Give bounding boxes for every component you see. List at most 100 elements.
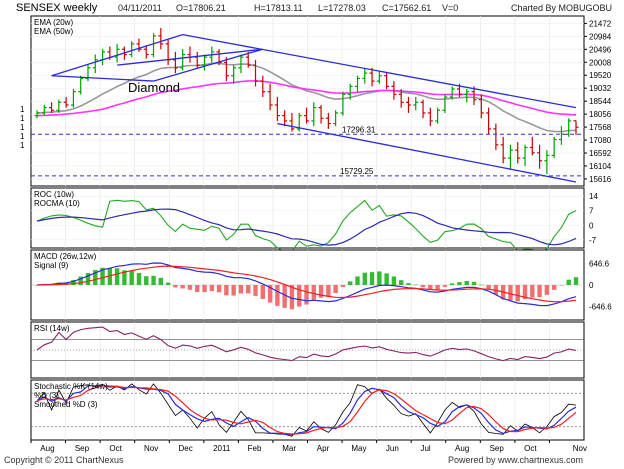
legend-stochastic-d: %D (3) [34,391,59,400]
macd-axis-label: 646.6 [589,260,610,269]
ema-20-line [36,62,577,133]
left-axis-label: 1 [20,141,25,150]
left-axis-label: 1 [20,114,25,123]
price-axis-label: 20984 [589,32,612,41]
macd-histogram-bar [515,285,520,302]
x-axis-label: Sep [75,444,90,453]
macd-histogram-bar [442,285,448,287]
macd-histogram-bar [559,285,564,286]
macd-histogram-bar [551,285,557,290]
header-close: C=17562.61 [382,3,431,13]
left-axis-label: 1 [20,123,25,132]
macd-histogram-bar [246,285,251,294]
price-axis-label: 16592 [589,149,612,158]
signal-line [36,265,577,303]
x-axis-label: Sep [490,444,505,453]
macd-axis-label: -646.6 [589,302,612,311]
macd-histogram-bar [435,285,440,290]
macd-histogram-bar [406,283,411,285]
legend-signal: Signal (9) [34,261,69,270]
support-level-label: 17296.31 [342,125,376,134]
macd-histogram-bar [508,285,513,301]
macd-histogram-bar [348,281,353,285]
rsi-line [36,326,577,362]
macd-histogram-bar [100,267,105,285]
macd-histogram-bar [420,285,426,288]
header-volume: V=0 [442,3,458,13]
macd-histogram-bar [238,285,244,294]
x-axis-label: Nov [573,444,587,453]
x-axis-label: Aug [455,444,469,453]
macd-histogram-bar [158,277,164,285]
macd-histogram-bar [355,276,360,285]
x-axis-label: Apr [317,444,330,453]
macd-histogram-bar [260,285,265,299]
left-axis-label: 1 [20,105,25,114]
roc-axis-label: 0 [589,221,594,230]
macd-histogram-bar [566,279,571,285]
ema-50-line [36,80,577,117]
macd-histogram-bar [486,285,491,290]
trend-line [153,48,263,82]
footer-powered-by: Powered by www.chartnexus.com [448,455,583,465]
footer-copyright: Copyright © 2011 ChartNexus [4,455,124,465]
macd-histogram-bar [318,285,324,298]
roc-axis-label: 14 [589,192,598,201]
legend-roc: ROC (10w) [34,190,74,199]
x-axis-label: Jun [386,444,399,453]
macd-histogram-bar [530,285,535,298]
legend-stochastic-smoothed-d: Smoothed %D (3) [34,400,98,409]
macd-histogram-bar [297,285,302,307]
x-axis-label: Aug [40,444,54,453]
macd-histogram-bar [180,285,185,289]
macd-histogram-bar [129,270,134,285]
macd-histogram-bar [544,285,550,295]
trend-line [51,75,154,82]
macd-histogram-bar [413,284,418,286]
macd-histogram-bar [282,285,287,308]
macd-histogram-bar [362,272,367,285]
header-date: 04/11/2011 [118,3,162,13]
x-axis: Aug Sep Oct Nov Dec 2011 Feb Mar Apr May Jun Jul Aug… [30,440,587,453]
legend-ema-20: EMA (20w) [34,18,73,27]
price-axis-label: 17080 [589,136,612,145]
macd-histogram-bar [195,285,200,293]
roc-panel: 14 7 0 -7 ROC (10w)ROCMA (10) [30,187,598,255]
price-axis-label: 20496 [589,45,612,54]
macd-histogram-bar [457,282,462,285]
macd-histogram-bar [78,276,83,285]
macd-histogram-bar [369,272,375,285]
price-axis-label: 18544 [589,97,612,106]
roc-axis-label: 7 [589,207,594,216]
left-axis-label: 1 [20,132,25,141]
macd-histogram-bar [522,285,528,300]
macd-histogram-bar [377,271,382,285]
trend-line [277,122,577,183]
stochastic-panel: Stochastic %K (14w)%D (3)Smoothed %D (3) [30,379,585,441]
macd-histogram-bar [173,285,178,288]
macd-histogram-bar [253,285,258,296]
price-axis-label: 15616 [589,175,612,184]
macd-histogram-bar [165,282,171,285]
macd-histogram-bar [224,285,229,296]
price-axis-label: 16104 [589,162,612,171]
price-axis-label: 20008 [589,58,612,67]
x-axis-label: Mar [282,444,296,453]
macd-axis-label: 0 [589,281,594,290]
legend-ema-50: EMA (50w) [34,27,73,36]
macd-histogram-bar [93,270,98,285]
macd-histogram-bar [289,285,295,310]
x-axis-label: Oct [109,444,122,453]
x-axis-label: 2011 [213,444,231,453]
macd-histogram-bar [471,281,477,285]
header-charted-by: Charted By MOBUGOBU [511,3,612,13]
diamond-annotation: Diamond [128,80,180,95]
trend-line [117,48,263,66]
macd-histogram-bar [333,285,338,294]
price-axis-label: 18056 [589,110,612,119]
macd-panel: 646.6 0 -646.6 MACD (26w,12w)Signal (9) [30,249,612,321]
macd-histogram-bar [326,285,331,297]
x-axis-label: Dec [179,444,193,453]
macd-histogram-bar [267,285,273,303]
x-axis-label: Feb [248,444,262,453]
